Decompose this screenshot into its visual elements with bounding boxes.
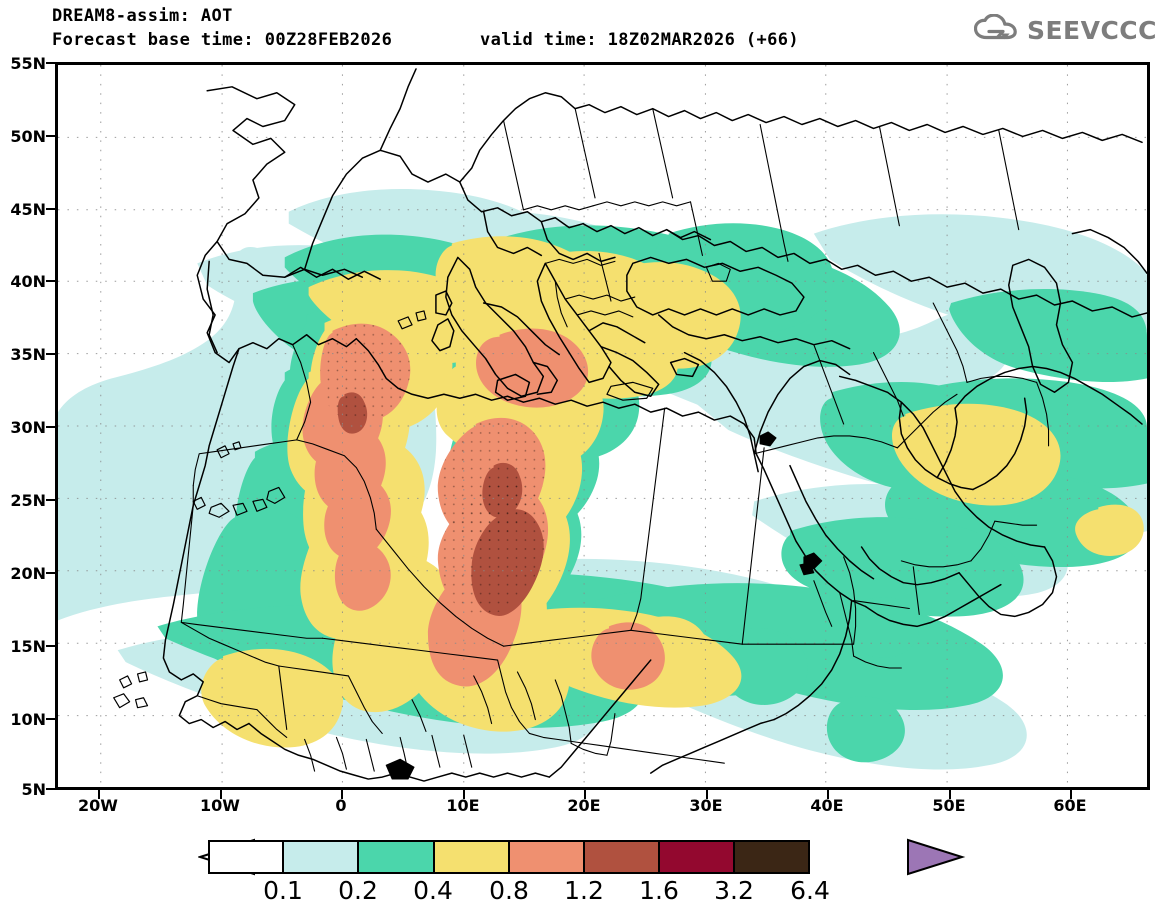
y-tick-label-30n: 30N (10, 418, 46, 437)
header: DREAM8-assim: AOT Forecast base time: 00… (0, 0, 1165, 60)
colorbar-tick-6p4: 6.4 (790, 876, 830, 905)
y-tick-label-40n: 40N (10, 272, 46, 291)
x-tick-label-30e: 30E (689, 796, 723, 815)
x-tick-label-40e: 40E (810, 796, 844, 815)
y-tick-mark (46, 280, 55, 282)
y-tick-mark (46, 426, 55, 428)
x-tick-label-20w: 20W (78, 796, 118, 815)
x-tick-mark (220, 790, 222, 799)
y-tick-label-50n: 50N (10, 127, 46, 146)
y-tick-label-10n: 10N (10, 710, 46, 729)
colorbar-cell-6 (659, 840, 735, 874)
colorbar-tick-0p2: 0.2 (338, 876, 378, 905)
cloud-icon (973, 13, 1020, 46)
colorbar-tick-3p2: 3.2 (714, 876, 754, 905)
colorbar-cell-1 (283, 840, 359, 874)
y-tick-label-45n: 45N (10, 200, 46, 219)
x-tick-label-0: 0 (335, 796, 347, 815)
colorbar-cell-3 (433, 840, 509, 874)
x-tick-mark (584, 790, 586, 799)
y-tick-mark (46, 62, 55, 64)
colorbar-tick-0p8: 0.8 (489, 876, 529, 905)
x-tick-mark (949, 790, 951, 799)
y-tick-label-5n: 5N (21, 780, 46, 799)
seevccc-logo: SEEVCCC (973, 13, 1157, 46)
y-tick-label-15n: 15N (10, 637, 46, 656)
colorbar-tick-1p2: 1.2 (564, 876, 604, 905)
colorbar-cell-7 (734, 840, 810, 874)
colorbar-cell-5 (583, 840, 660, 874)
colorbar-cell-4 (508, 840, 584, 874)
map-gridlines (58, 65, 1147, 787)
logo-text: SEEVCCC (1026, 15, 1157, 45)
colorbar-cell-2 (358, 840, 434, 874)
colorbar-tick-1p6: 1.6 (639, 876, 679, 905)
x-tick-mark (827, 790, 829, 799)
x-tick-label-60e: 60E (1053, 796, 1087, 815)
y-tick-mark (46, 135, 55, 137)
x-tick-mark (1070, 790, 1072, 799)
y-tick-mark (46, 353, 55, 355)
map-coastlines-and-borders (113, 68, 1147, 782)
y-tick-mark (46, 718, 55, 720)
page-title: DREAM8-assim: AOT (52, 6, 233, 26)
aot-forecast-map[interactable] (55, 62, 1150, 790)
y-tick-label-55n: 55N (10, 54, 46, 73)
y-tick-mark (46, 499, 55, 501)
y-tick-label-25n: 25N (10, 491, 46, 510)
x-tick-label-10e: 10E (446, 796, 480, 815)
forecast-base-time-label: Forecast base time: 00Z28FEB2026 (52, 30, 393, 50)
map-canvas (58, 65, 1147, 787)
y-tick-mark (46, 208, 55, 210)
colorbar-cells (208, 840, 810, 874)
x-tick-label-50e: 50E (932, 796, 966, 815)
colorbar-tick-0p4: 0.4 (413, 876, 453, 905)
x-tick-mark (341, 790, 343, 799)
y-tick-label-35n: 35N (10, 345, 46, 364)
colorbar-cell-0 (208, 840, 284, 874)
colorbar: 0.1 0.2 0.4 0.8 1.2 1.6 3.2 6.4 (0, 836, 1165, 905)
valid-time-label: valid time: 18Z02MAR2026 (+66) (480, 30, 800, 50)
y-tick-mark (46, 788, 55, 790)
colorbar-tick-0p1: 0.1 (263, 876, 303, 905)
x-tick-mark (98, 790, 100, 799)
x-tick-mark (706, 790, 708, 799)
x-tick-label-10w: 10W (200, 796, 240, 815)
y-tick-mark (46, 572, 55, 574)
x-tick-label-20e: 20E (567, 796, 601, 815)
y-tick-label-20n: 20N (10, 564, 46, 583)
y-tick-mark (46, 645, 55, 647)
x-tick-mark (463, 790, 465, 799)
colorbar-right-cap-outline (907, 838, 966, 876)
